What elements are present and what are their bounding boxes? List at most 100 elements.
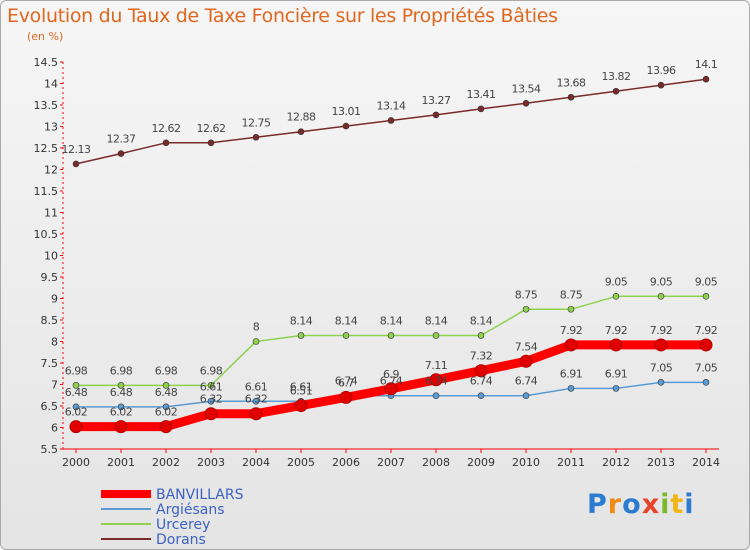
data-label-argiesans: 6.74 (380, 375, 403, 388)
y-tick-label: 8 (51, 336, 58, 349)
data-point-urcerey (162, 382, 170, 389)
data-point-banvillars (564, 338, 578, 352)
x-tick-label: 2010 (512, 456, 540, 469)
data-label-urcerey: 8 (253, 321, 260, 334)
data-label-urcerey: 8.14 (290, 314, 313, 327)
data-point-urcerey (342, 332, 350, 339)
data-point-urcerey (387, 332, 395, 339)
data-label-banvillars: 7.92 (650, 324, 673, 337)
data-label-urcerey: 8.14 (470, 314, 493, 327)
data-label-dorans: 13.82 (602, 70, 631, 83)
x-tick-label: 2003 (197, 456, 225, 469)
chart-unit: (en %) (27, 30, 64, 43)
data-label-dorans: 12.37 (107, 133, 136, 146)
y-tick-label: 11 (44, 207, 58, 220)
data-point-banvillars (114, 420, 128, 434)
data-label-dorans: 12.62 (152, 122, 181, 135)
data-point-argiesans (432, 392, 440, 399)
data-label-argiesans: 6.74 (470, 375, 493, 388)
data-label-banvillars: 6.02 (110, 406, 133, 419)
data-label-banvillars: 6.7 (338, 376, 354, 389)
x-tick-label: 2013 (647, 456, 675, 469)
data-label-urcerey: 6.98 (110, 364, 133, 377)
data-point-dorans (342, 122, 350, 130)
data-label-banvillars: 6.32 (200, 393, 223, 406)
data-label-argiesans: 6.61 (290, 380, 313, 393)
data-label-banvillars: 7.92 (560, 324, 583, 337)
data-label-banvillars: 7.92 (695, 324, 718, 337)
data-point-banvillars (699, 338, 713, 352)
data-label-dorans: 12.75 (242, 116, 271, 129)
data-label-argiesans: 6.61 (245, 380, 268, 393)
x-tick-label: 2000 (62, 456, 90, 469)
data-label-argiesans: 6.74 (425, 375, 448, 388)
x-tick-label: 2014 (692, 456, 720, 469)
data-label-dorans: 13.96 (647, 64, 676, 77)
data-point-dorans (432, 111, 440, 119)
x-tick-label: 2004 (242, 456, 270, 469)
data-point-argiesans (567, 385, 575, 392)
data-point-urcerey (477, 332, 485, 339)
data-point-banvillars (519, 354, 533, 368)
y-tick-label: 5.5 (41, 443, 59, 456)
chart-title: Evolution du Taux de Taxe Foncière sur l… (7, 5, 558, 27)
x-tick-label: 2012 (602, 456, 630, 469)
y-tick-label: 13.5 (34, 99, 59, 112)
data-point-urcerey (612, 293, 620, 300)
x-tick-label: 2007 (377, 456, 405, 469)
data-point-argiesans (72, 403, 80, 411)
y-tick-label: 6.5 (41, 400, 59, 413)
data-label-argiesans: 6.74 (515, 375, 538, 388)
data-label-banvillars: 6.02 (65, 406, 88, 419)
data-point-dorans (117, 150, 125, 157)
y-tick-label: 9 (51, 293, 58, 306)
data-label-banvillars: 6.9 (383, 368, 399, 381)
data-label-banvillars: 7.11 (425, 359, 448, 372)
data-point-dorans (207, 139, 215, 147)
data-point-urcerey (657, 293, 665, 300)
data-label-argiesans: 6.48 (155, 386, 178, 399)
x-tick-label: 2008 (422, 456, 450, 469)
data-point-argiesans (477, 392, 485, 399)
legend-label-urcerey: Urcerey (156, 517, 210, 533)
data-point-argiesans (252, 397, 260, 405)
data-point-dorans (477, 105, 485, 113)
data-label-banvillars: 7.54 (515, 340, 538, 353)
data-point-banvillars (474, 364, 488, 378)
data-label-argiesans: 7.05 (650, 361, 673, 374)
data-point-argiesans (522, 392, 530, 399)
data-label-banvillars: 7.92 (605, 324, 628, 337)
y-tick-label: 14.5 (34, 56, 59, 69)
data-label-urcerey: 6.98 (155, 364, 178, 377)
data-label-dorans: 13.14 (377, 99, 406, 112)
data-label-banvillars: 6.02 (155, 406, 178, 419)
data-point-banvillars (294, 399, 308, 413)
data-label-banvillars: 7.32 (470, 350, 493, 363)
x-tick-label: 2011 (557, 456, 585, 469)
data-label-dorans: 13.01 (332, 105, 361, 118)
data-point-banvillars (609, 338, 623, 352)
data-label-argiesans: 6.91 (605, 367, 628, 380)
legend-label-banvillars: BANVILLARS (156, 487, 244, 503)
data-label-urcerey: 6.98 (65, 364, 88, 377)
x-tick-label: 2009 (467, 456, 495, 469)
data-point-argiesans (162, 403, 170, 411)
data-label-argiesans: 6.48 (65, 386, 88, 399)
data-label-banvillars: 6.32 (245, 393, 268, 406)
data-label-urcerey: 9.05 (650, 275, 673, 288)
data-label-dorans: 12.62 (197, 122, 226, 135)
proxiti-logo: Proxiti (587, 489, 695, 520)
data-point-argiesans (117, 403, 125, 411)
data-label-dorans: 13.68 (557, 76, 586, 89)
legend-label-dorans: Dorans (156, 532, 206, 548)
data-point-urcerey (117, 382, 125, 389)
y-tick-label: 12.5 (34, 142, 59, 155)
legend-label-argiesans: Argiésans (156, 502, 225, 518)
data-point-argiesans (657, 379, 665, 386)
y-tick-label: 9.5 (41, 271, 59, 284)
x-tick-label: 2005 (287, 456, 315, 469)
data-label-argiesans: 6.48 (110, 386, 133, 399)
data-label-urcerey: 6.98 (200, 364, 223, 377)
data-label-urcerey: 9.05 (695, 275, 718, 288)
